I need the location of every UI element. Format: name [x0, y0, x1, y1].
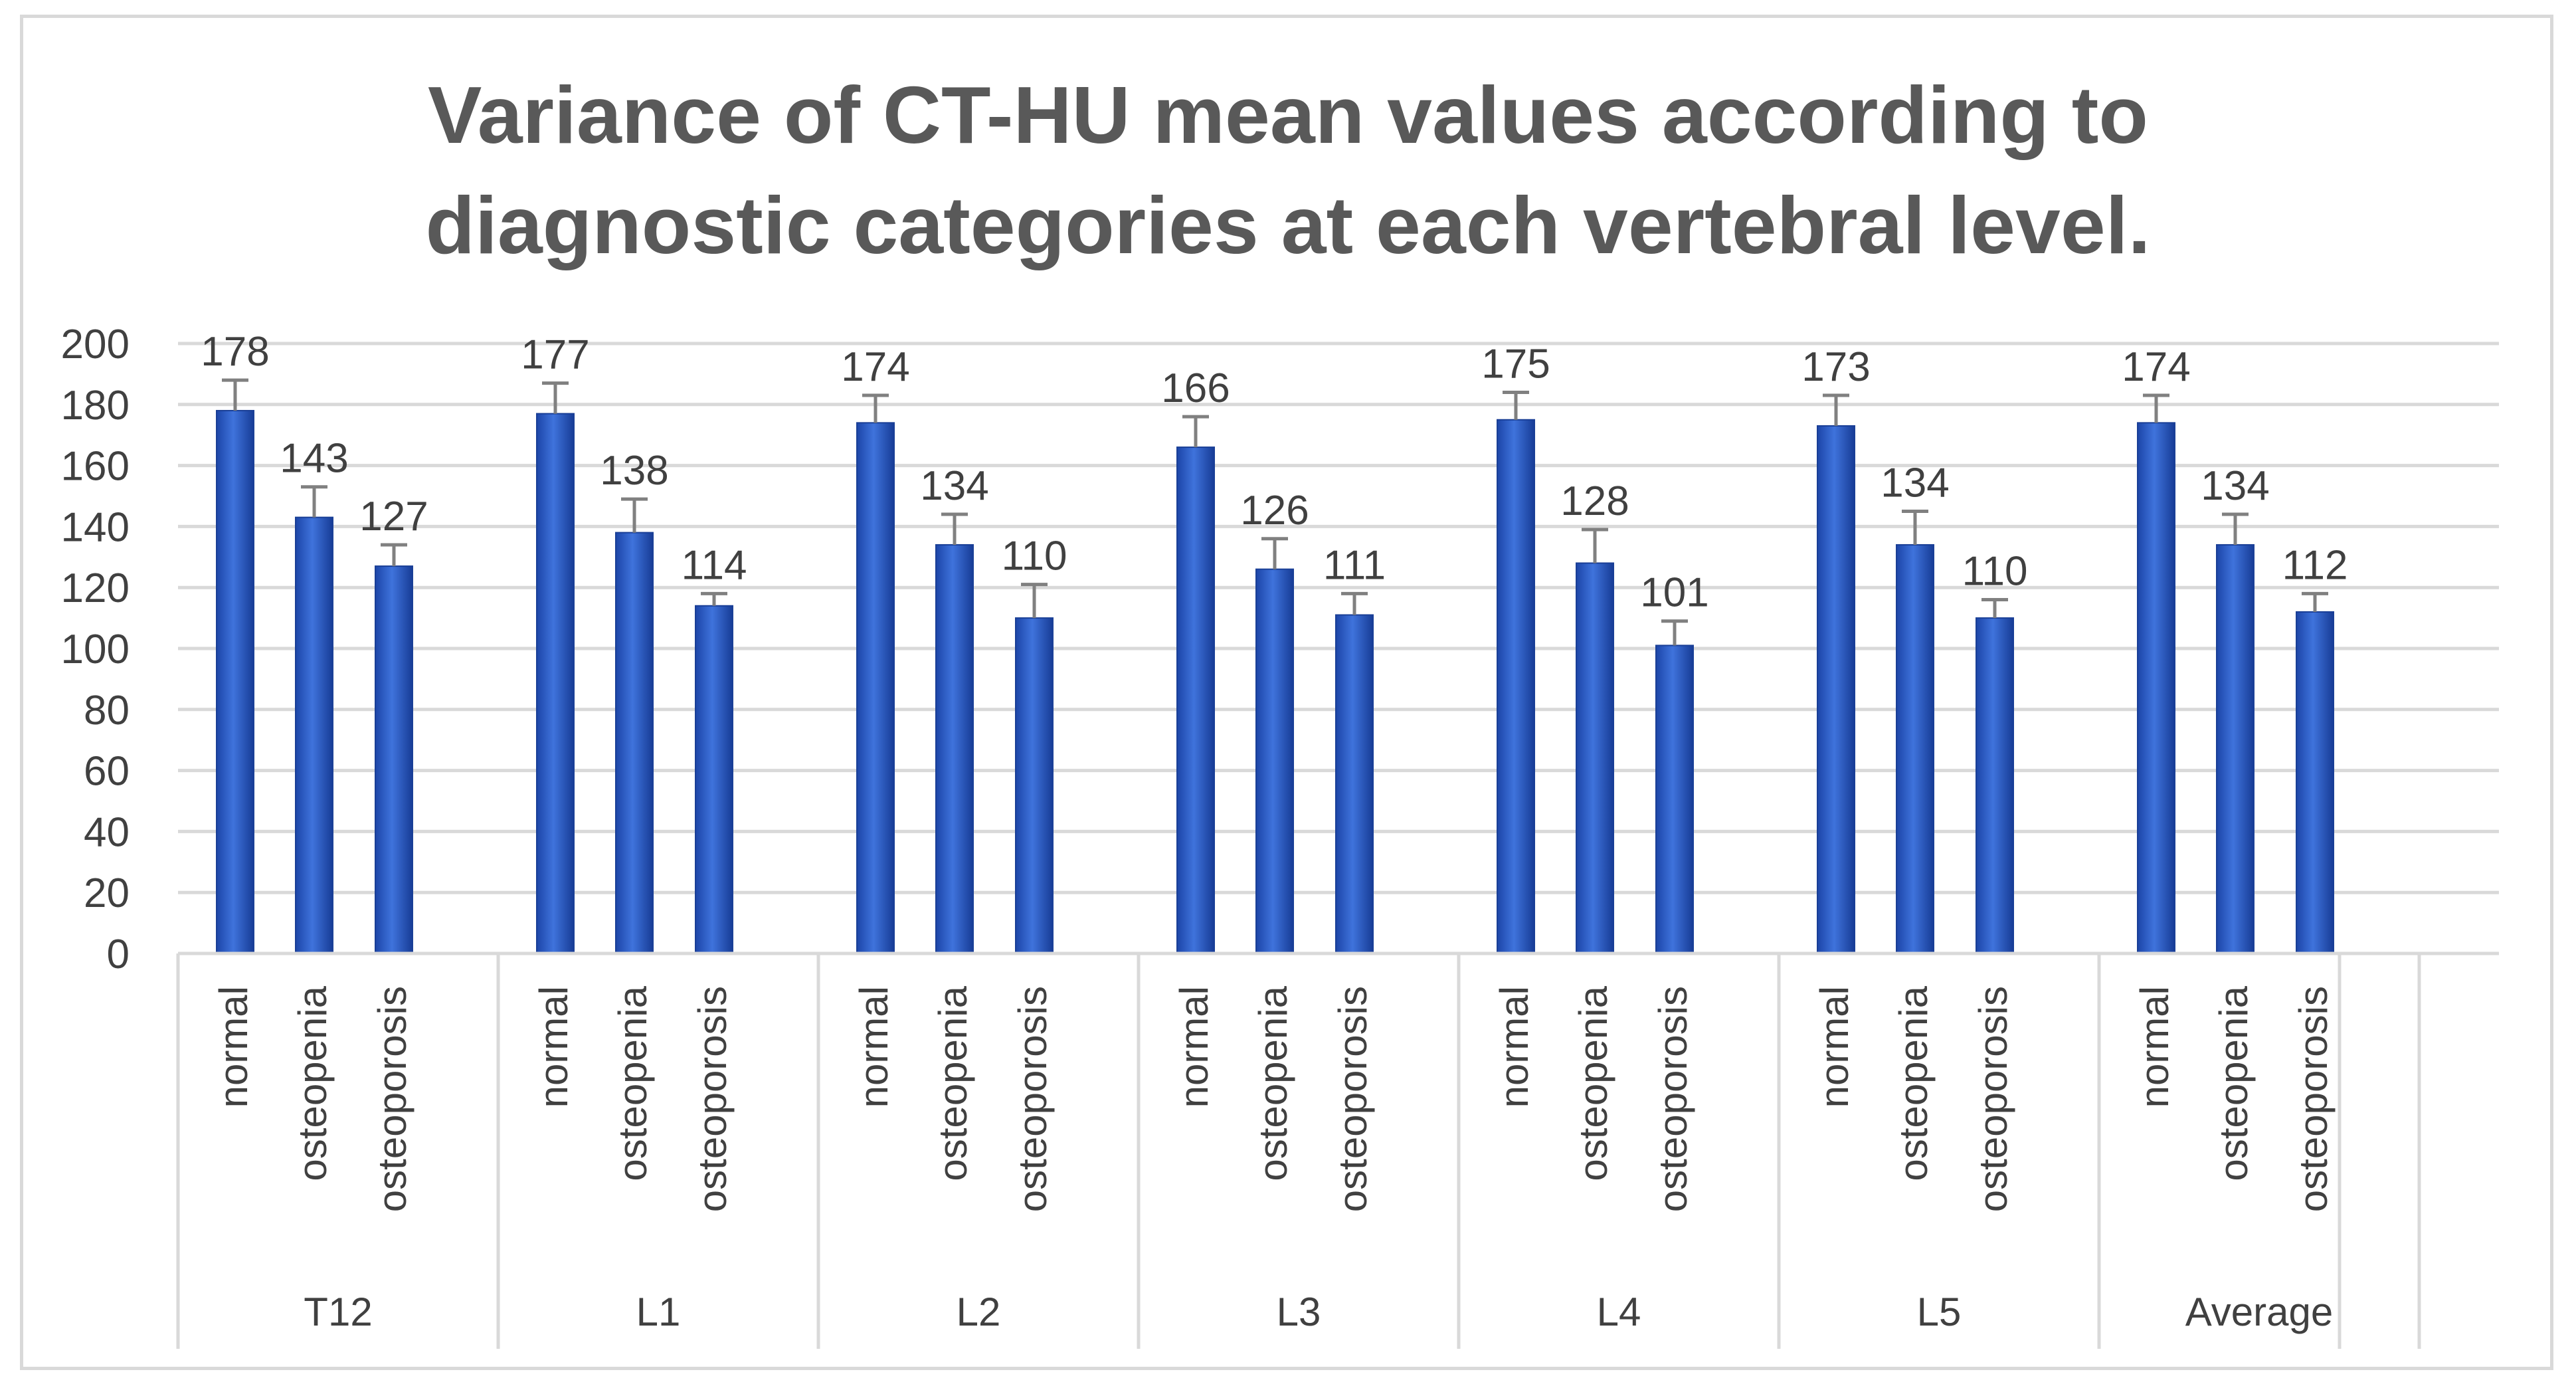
- bar-l2-osteoporosis: [1015, 617, 1054, 954]
- bar-t12-osteopenia: [295, 516, 333, 954]
- category-label-normal: normal: [2132, 986, 2177, 1108]
- bar-l2-osteopenia: [935, 544, 974, 954]
- chart-title-line-1: Variance of CT-HU mean values according …: [428, 70, 2148, 160]
- bar-l3-osteoporosis: [1335, 614, 1374, 954]
- bar-l5-osteoporosis: [1976, 617, 2014, 954]
- bar-l1-osteopenia: [615, 532, 654, 954]
- bar-l5-osteopenia: [1896, 544, 1934, 954]
- data-label: 126: [1240, 488, 1309, 534]
- data-label: 166: [1161, 365, 1230, 411]
- data-label: 128: [1560, 478, 1629, 524]
- data-label: 127: [359, 494, 428, 540]
- category-label-osteopenia: osteopenia: [1251, 985, 1295, 1181]
- group-label-l1: L1: [636, 1290, 681, 1334]
- data-label: 101: [1640, 570, 1708, 616]
- bar-t12-normal: [216, 409, 254, 954]
- data-label: 134: [920, 463, 988, 509]
- category-label-normal: normal: [211, 986, 256, 1108]
- y-tick-label: 140: [61, 504, 130, 550]
- category-label-osteopenia: osteopenia: [1571, 985, 1615, 1181]
- bar-l3-normal: [1176, 447, 1215, 954]
- bar-l4-osteopenia: [1576, 562, 1614, 954]
- data-label: 110: [1002, 534, 1067, 579]
- bar-l3-osteopenia: [1255, 568, 1294, 954]
- category-label-osteoporosis: osteoporosis: [2291, 986, 2336, 1212]
- data-label: 175: [1481, 341, 1550, 387]
- group-label-t12: T12: [304, 1290, 372, 1334]
- y-tick-label: 60: [84, 749, 130, 795]
- category-label-osteoporosis: osteoporosis: [370, 986, 414, 1212]
- category-label-normal: normal: [1492, 986, 1536, 1108]
- y-tick-label: 160: [61, 444, 130, 490]
- category-label-normal: normal: [531, 986, 576, 1108]
- y-tick-label: 120: [61, 565, 130, 611]
- bar-average-normal: [2137, 422, 2175, 954]
- data-label: 178: [201, 329, 269, 375]
- data-label: 134: [1881, 460, 1949, 506]
- data-label: 174: [2122, 344, 2190, 390]
- category-label-normal: normal: [1812, 986, 1857, 1108]
- category-label-normal: normal: [1172, 986, 1216, 1108]
- y-tick-label: 20: [84, 870, 130, 916]
- data-label: 114: [682, 542, 747, 588]
- y-tick-label: 200: [61, 322, 130, 367]
- data-label: 110: [1962, 549, 2028, 595]
- bar-t12-osteoporosis: [375, 565, 413, 954]
- data-label: 174: [841, 344, 909, 390]
- category-label-osteoporosis: osteoporosis: [690, 986, 735, 1212]
- category-label-osteoporosis: osteoporosis: [1010, 986, 1055, 1212]
- category-label-osteopenia: osteopenia: [2211, 985, 2256, 1181]
- data-label: 173: [1801, 344, 1870, 390]
- group-label-l2: L2: [957, 1290, 1001, 1334]
- bar-l4-normal: [1497, 419, 1535, 954]
- category-label-normal: normal: [852, 986, 896, 1108]
- category-label-osteopenia: osteopenia: [290, 985, 335, 1181]
- data-label: 112: [2282, 542, 2348, 588]
- bar-l2-normal: [856, 422, 895, 954]
- y-tick-label: 100: [61, 627, 130, 672]
- bar-l5-normal: [1817, 425, 1855, 954]
- y-tick-label: 180: [61, 383, 130, 429]
- data-label: 177: [521, 332, 589, 378]
- category-label-osteoporosis: osteoporosis: [1971, 986, 2015, 1212]
- data-label: 111: [1323, 542, 1386, 588]
- group-label-l5: L5: [1917, 1290, 1962, 1334]
- data-label: 134: [2201, 463, 2269, 509]
- group-label-l4: L4: [1597, 1290, 1641, 1334]
- group-label-l3: L3: [1277, 1290, 1321, 1334]
- data-label: 143: [280, 436, 348, 482]
- category-label-osteopenia: osteopenia: [1891, 985, 1936, 1181]
- category-label-osteopenia: osteopenia: [931, 985, 975, 1181]
- bar-l1-normal: [536, 413, 575, 954]
- bar-l1-osteoporosis: [695, 605, 733, 954]
- category-label-osteoporosis: osteoporosis: [1651, 986, 1695, 1212]
- y-tick-label: 80: [84, 688, 130, 734]
- group-label-average: Average: [2185, 1290, 2333, 1334]
- category-label-osteopenia: osteopenia: [610, 985, 655, 1181]
- bar-average-osteoporosis: [2296, 611, 2334, 954]
- y-tick-label: 0: [107, 932, 130, 977]
- data-label: 138: [600, 448, 668, 494]
- y-tick-label: 40: [84, 809, 130, 855]
- chart-title-line-2: diagnostic categories at each vertebral …: [425, 180, 2151, 270]
- bar-l4-osteoporosis: [1655, 645, 1694, 954]
- bar-average-osteopenia: [2216, 544, 2254, 954]
- category-label-osteoporosis: osteoporosis: [1331, 986, 1375, 1212]
